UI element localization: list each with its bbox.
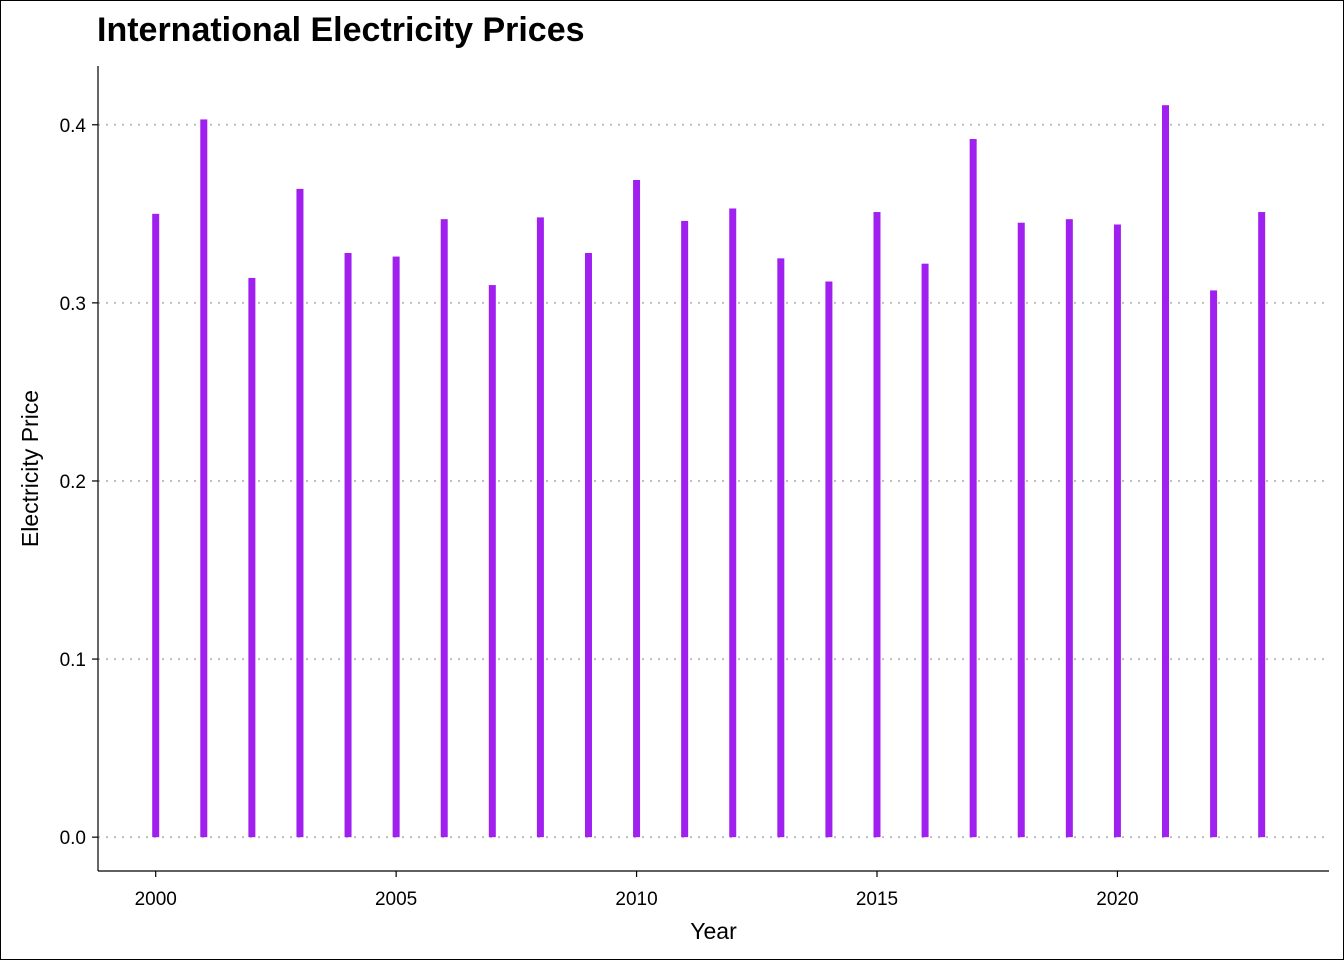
bar-2002: [248, 277, 256, 838]
x-tick-label-2015: 2015: [856, 889, 898, 910]
bar-2020: [1113, 224, 1121, 838]
bar-2013: [777, 258, 785, 838]
y-tick-label-0.1: 0.1: [60, 650, 86, 671]
bar-2006: [440, 219, 448, 838]
bar-2012: [729, 208, 737, 838]
bar-2009: [584, 253, 592, 838]
bar-2010: [633, 179, 641, 838]
bar-2023: [1258, 212, 1266, 838]
x-tick-label-2020: 2020: [1096, 889, 1138, 910]
bar-2018: [1017, 222, 1025, 838]
bar-2014: [825, 281, 833, 838]
bar-2008: [536, 217, 544, 838]
bar-2011: [681, 220, 689, 838]
bar-2019: [1065, 219, 1073, 838]
bar-2001: [200, 119, 208, 838]
chart-title: International Electricity Prices: [97, 11, 585, 49]
axis-layer: [97, 66, 1329, 872]
x-tick-label-2000: 2000: [135, 889, 177, 910]
bar-2004: [344, 253, 352, 838]
x-axis-title: Year: [690, 918, 737, 944]
bar-2016: [921, 263, 929, 838]
y-axis-title: Electricity Price: [17, 390, 43, 547]
bar-2003: [296, 188, 304, 838]
grid-layer: [98, 123, 1329, 839]
bar-layer: [152, 105, 1266, 838]
y-tick-label-0.4: 0.4: [60, 116, 87, 137]
bar-2017: [969, 139, 977, 838]
bar-2022: [1210, 290, 1218, 838]
tick-layer: 0.0 0.1 0.2 0.3 0.4 2000 2005 2010 2015 2020: [60, 116, 1139, 910]
bar-2005: [392, 256, 400, 838]
y-tick-label-0.2: 0.2: [60, 472, 86, 493]
x-tick-label-2010: 2010: [615, 889, 657, 910]
bar-2007: [488, 285, 496, 838]
x-tick-label-2005: 2005: [375, 889, 417, 910]
bar-2000: [152, 213, 160, 838]
y-tick-label-0.3: 0.3: [60, 294, 86, 315]
bar-2021: [1162, 105, 1170, 838]
bar-2015: [873, 212, 881, 838]
y-tick-label-0.0: 0.0: [60, 828, 86, 849]
